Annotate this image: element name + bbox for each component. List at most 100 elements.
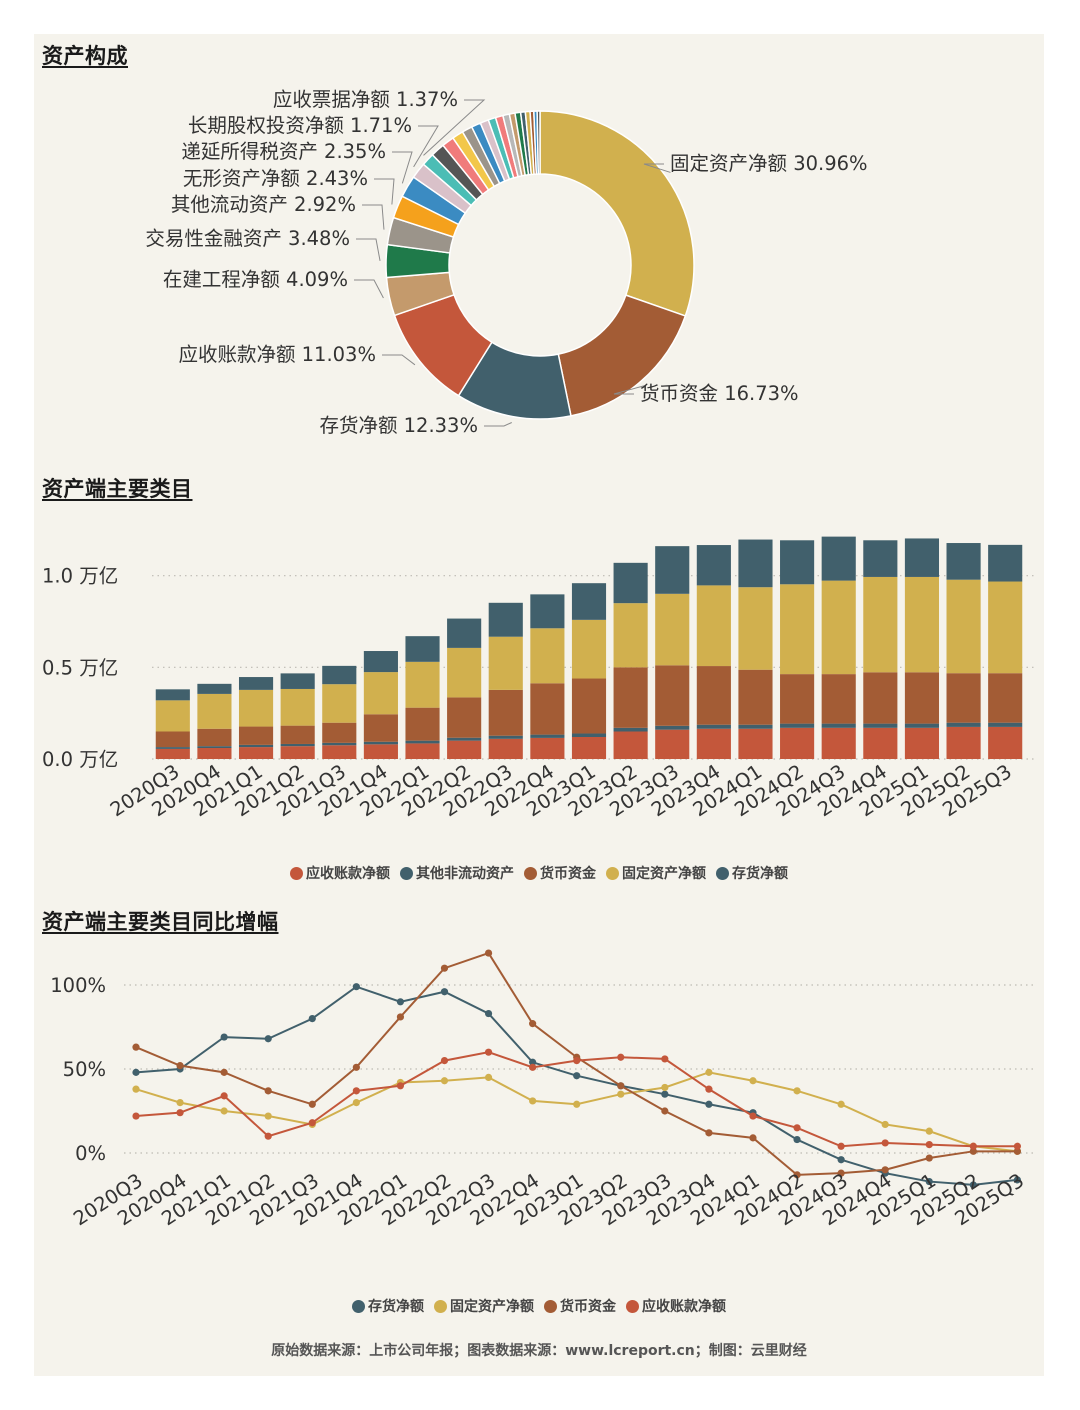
bar-segment (155, 689, 190, 701)
line-data-point (969, 1147, 977, 1155)
bar-segment (322, 742, 357, 746)
donut-label: 固定资产净额 30.96% (670, 152, 868, 175)
line-data-point (264, 1132, 272, 1140)
bar-segment (738, 539, 773, 588)
bar-segment (530, 734, 565, 738)
bar-segment (988, 581, 1023, 674)
donut-label: 应收票据净额 1.37% (273, 88, 458, 111)
line-data-point (661, 1055, 669, 1063)
line-data-point (881, 1166, 889, 1174)
bar-segment (655, 729, 690, 759)
bar-segment (405, 707, 440, 741)
bar-segment (280, 688, 315, 726)
line-data-point (661, 1083, 669, 1092)
line-data-point (264, 1035, 272, 1043)
bar-segment (655, 665, 690, 726)
donut-leader-line (354, 279, 384, 299)
bar-segment (780, 727, 815, 759)
bar-segment (530, 628, 565, 684)
bar-segment (488, 602, 523, 637)
line-data-point (705, 1100, 713, 1108)
bar-segment (613, 603, 648, 668)
line-data-point (837, 1156, 845, 1164)
line-data-point (969, 1142, 977, 1150)
donut-leader-line (374, 178, 395, 205)
bar-segment (821, 580, 856, 675)
bar-segment (655, 546, 690, 594)
donut-section-title: 资产构成 (42, 44, 128, 68)
bar-segment (405, 636, 440, 662)
donut-label: 其他流动资产 2.92% (171, 193, 356, 216)
bar-segment (322, 665, 357, 685)
bar-legend-item: 存货净额 (716, 863, 788, 883)
line-data-point (529, 1063, 537, 1071)
bar-segment (363, 744, 398, 759)
bar-segment (863, 540, 898, 577)
line-chart-legend: 存货净额 固定资产净额 货币资金 应收账款净额 (34, 1296, 1044, 1316)
bar-segment (571, 733, 607, 737)
bar-segment (238, 744, 274, 748)
bar-segment (780, 584, 815, 675)
bar-segment (946, 726, 981, 759)
line-data-point (440, 1057, 449, 1065)
line-data-point (573, 1057, 581, 1065)
line-data-point (793, 1135, 801, 1144)
donut-label: 交易性金融资产 3.48% (145, 227, 350, 250)
line-data-point (749, 1077, 757, 1085)
bar-segment (238, 677, 274, 690)
line-data-point (352, 1099, 360, 1107)
legend-label: 固定资产净额 (622, 866, 706, 882)
line-legend-item: 应收账款净额 (626, 1296, 726, 1316)
legend-label: 其他非流动资产 (416, 866, 514, 882)
bar-segment (863, 672, 898, 724)
bar-legend-item: 货币资金 (524, 863, 596, 883)
donut-leader-line (362, 204, 385, 230)
bar-segment (488, 738, 523, 759)
bar-segment (904, 672, 940, 724)
line-data-point (573, 1072, 581, 1080)
line-data-point (661, 1107, 669, 1115)
bar-segment (405, 661, 440, 708)
legend-dot-icon (352, 1299, 365, 1313)
line-data-point (176, 1109, 184, 1117)
bar-segment (530, 594, 565, 629)
bar-segment (696, 545, 731, 586)
line-y-tick-label: 100% (50, 974, 106, 997)
bar-segment (363, 741, 398, 745)
bar-segment (280, 673, 315, 689)
bar-segment (197, 728, 232, 747)
bar-segment (904, 727, 940, 759)
legend-label: 固定资产净额 (450, 1299, 534, 1315)
bar-legend-item: 固定资产净额 (606, 863, 706, 883)
legend-dot-icon (290, 866, 303, 880)
legend-dot-icon (606, 866, 619, 880)
line-data-point (793, 1087, 801, 1095)
line-data-point (396, 1082, 405, 1090)
bar-segment (488, 735, 523, 739)
bar-segment (447, 647, 482, 698)
donut-leader-line (356, 238, 381, 261)
bar-segment (738, 728, 773, 759)
bar-segment (696, 728, 731, 759)
line-data-point (969, 1181, 977, 1189)
line-data-point (484, 949, 493, 957)
line-legend-item: 固定资产净额 (434, 1296, 534, 1316)
line-data-point (176, 1099, 184, 1107)
bar-segment (946, 673, 981, 723)
bar-legend-item: 应收账款净额 (290, 863, 390, 883)
donut-leader-line (382, 354, 416, 366)
legend-label: 货币资金 (540, 866, 596, 882)
line-data-point (352, 983, 360, 991)
bar-segment (946, 543, 981, 580)
line-data-point (705, 1085, 713, 1093)
bar-segment (821, 727, 856, 759)
bar-segment (655, 725, 690, 730)
line-data-point (484, 1073, 493, 1081)
bar-segment (821, 674, 856, 724)
line-data-point (396, 998, 405, 1006)
bar-segment (696, 666, 731, 725)
bar-y-tick-label: 1.0 万亿 (42, 565, 118, 588)
line-data-point (220, 1107, 228, 1115)
line-data-point (132, 1112, 140, 1120)
bar-segment (447, 618, 482, 648)
